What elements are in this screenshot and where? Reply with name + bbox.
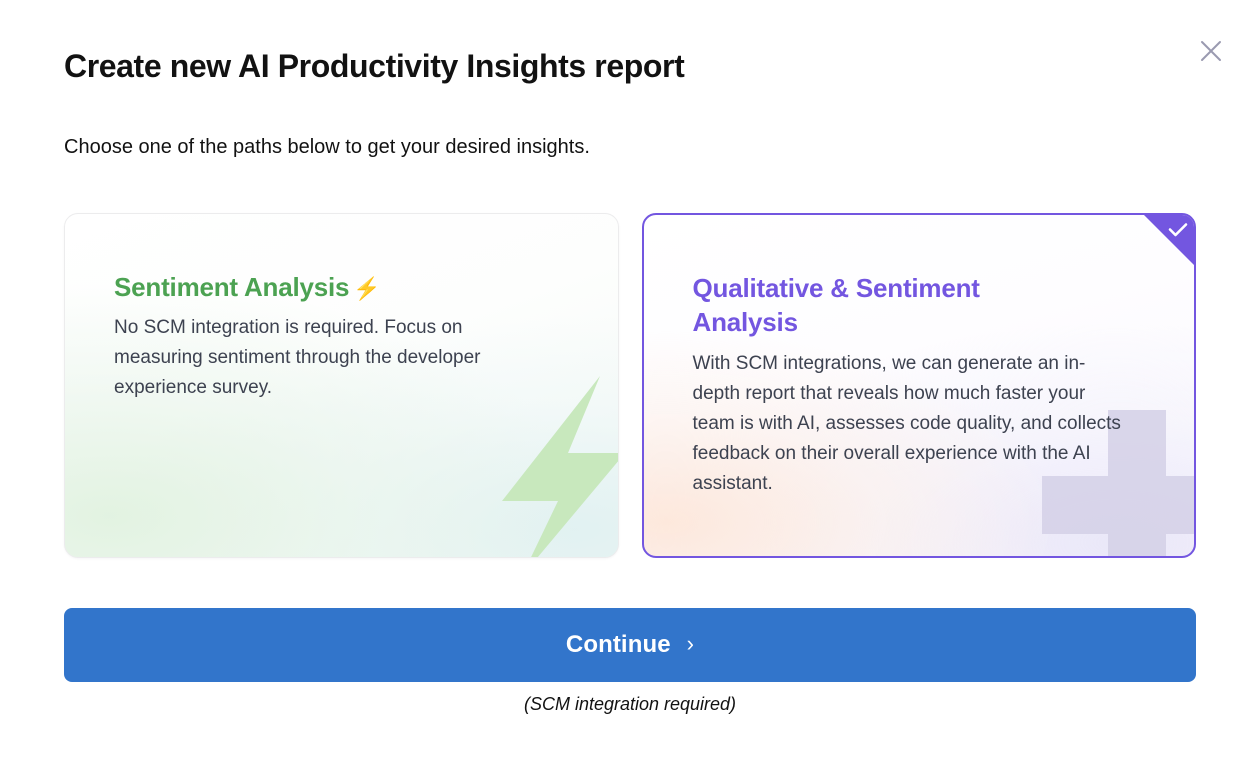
- bolt-glyph: ⚡: [353, 276, 381, 301]
- card-heading: Sentiment Analysis ⚡: [114, 270, 570, 304]
- card-body: Qualitative & Sentiment Analysis With SC…: [644, 215, 1195, 499]
- card-body: Sentiment Analysis ⚡ No SCM integration i…: [65, 214, 618, 403]
- card-heading: Qualitative & Sentiment Analysis: [692, 273, 980, 338]
- continue-button-label: Continue: [565, 631, 671, 658]
- option-card-qualitative-sentiment-analysis[interactable]: Qualitative & Sentiment Analysis With SC…: [641, 213, 1196, 558]
- continue-button[interactable]: Continue ›: [64, 608, 1196, 682]
- card-description: No SCM integration is required. Focus on…: [114, 317, 481, 399]
- footer-note: (SCM integration required): [523, 694, 737, 714]
- card-description: With SCM integrations, we can generate a…: [692, 352, 1121, 494]
- card-heading-text: Sentiment Analysis: [114, 272, 350, 302]
- close-button[interactable]: [1194, 34, 1228, 68]
- page-subtitle: Choose one of the paths below to get you…: [64, 136, 590, 158]
- chevron-right-icon: ›: [686, 631, 695, 656]
- path-options: Sentiment Analysis ⚡ No SCM integration i…: [64, 213, 1196, 558]
- close-icon: [1198, 38, 1224, 64]
- page-title: Create new AI Productivity Insights repo…: [64, 48, 685, 84]
- option-card-sentiment-analysis[interactable]: Sentiment Analysis ⚡ No SCM integration i…: [64, 213, 619, 558]
